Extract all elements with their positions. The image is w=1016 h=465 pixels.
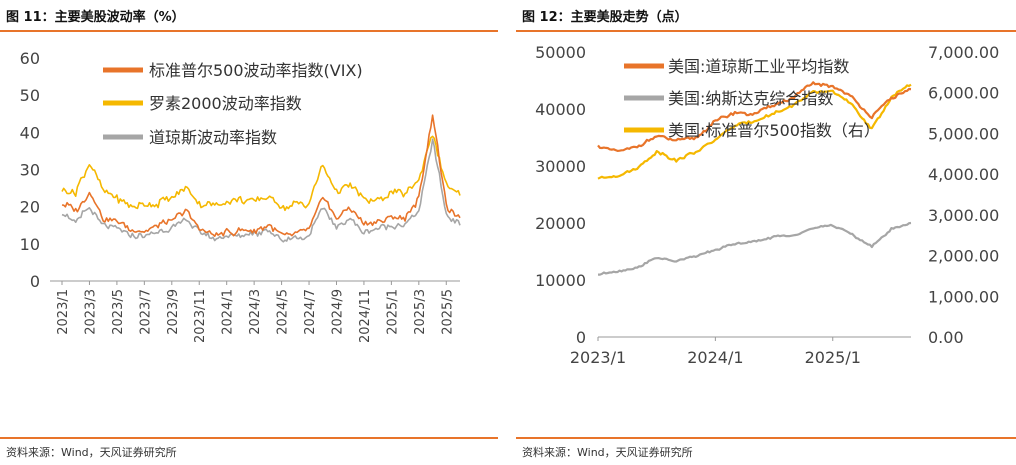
y-left-tick-label: 10000 [535, 271, 586, 290]
figure-12-title: 图 12：主要美股走势（点） [522, 10, 688, 25]
legend-label: 美国:道琼斯工业平均指数 [668, 57, 849, 76]
figure-12-bottom-rule [516, 437, 1016, 439]
y-left-tick-label: 50000 [535, 43, 586, 62]
y-right-tick-label: 0.00 [928, 328, 964, 347]
y-right-tick-label: 6,000.00 [928, 84, 999, 103]
legend-label: 罗素2000波动率指数 [149, 94, 302, 113]
y-tick-label: 60 [20, 49, 40, 68]
figure-11-panel: 图 11：主要美股波动率（%） 0 10 20 30 40 50 60 2023/1 2023/… [0, 0, 498, 465]
legend-label: 道琼斯波动率指数 [149, 128, 277, 147]
x-tick-label: 2023/7 [138, 289, 153, 335]
x-tick-label: 2024/1 [687, 348, 743, 367]
x-tick-label: 2024/9 [330, 289, 345, 335]
vol-line-series-2 [61, 138, 461, 243]
y-tick-label: 30 [20, 161, 40, 180]
x-tick-label: 2025/3 [413, 289, 428, 335]
x-tick-label: 2023/9 [166, 289, 181, 335]
x-tick-label: 2025/5 [440, 289, 455, 335]
volatility-chart: 0 10 20 30 40 50 60 2023/1 2023/3 2023/5 2023/7 202… [20, 49, 461, 343]
x-tick-label: 2024/1 [221, 289, 236, 335]
figure-12-top-rule [516, 30, 1016, 32]
y-tick-label: 0 [30, 272, 40, 291]
x-tick-label: 2023/3 [83, 289, 98, 335]
legend-label: 标准普尔500波动率指数(VIX) [149, 61, 363, 80]
y-tick-label: 40 [20, 123, 40, 142]
legend-label: 美国:纳斯达克综合指数 [668, 89, 833, 108]
legend-label: 美国:标准普尔500指数（右） [668, 121, 880, 140]
y-left-tick-label: 20000 [535, 214, 586, 233]
y-tick-label: 50 [20, 86, 40, 105]
y-right-tick-label: 5,000.00 [928, 124, 999, 143]
y-left-tick-label: 0 [576, 328, 586, 347]
index-line-series-0 [597, 81, 912, 152]
index-line-series-2 [597, 83, 912, 180]
y-right-tick-label: 4,000.00 [928, 165, 999, 184]
x-tick-label: 2024/11 [358, 289, 373, 343]
x-tick-label: 2023/11 [193, 289, 208, 343]
vol-line-series-1 [61, 135, 461, 212]
y-left-tick-label: 30000 [535, 157, 586, 176]
y-tick-label: 20 [20, 198, 40, 217]
x-tick-label: 2023/1 [570, 348, 626, 367]
index-line-series-1 [598, 221, 912, 276]
index-trend-chart: 0 10000 20000 30000 40000 50000 0.00 1,000.00 2,… [535, 43, 999, 367]
x-tick-label: 2023/1 [56, 289, 71, 335]
x-tick-label: 2025/1 [385, 289, 400, 335]
y-right-tick-label: 1,000.00 [928, 287, 999, 306]
x-tick-label: 2023/5 [111, 289, 126, 335]
x-tick-label: 2024/5 [276, 289, 291, 335]
figure-12-source: 资料来源：Wind，天风证券研究所 [522, 446, 693, 459]
y-right-tick-label: 7,000.00 [928, 43, 999, 62]
figure-11-source: 资料来源：Wind，天风证券研究所 [6, 446, 177, 459]
figure-11-top-rule [0, 30, 498, 32]
y-right-tick-label: 3,000.00 [928, 206, 999, 225]
vol-line-series-0 [61, 114, 461, 237]
y-right-tick-label: 2,000.00 [928, 247, 999, 266]
x-tick-label: 2024/7 [303, 289, 318, 335]
figure-11-bottom-rule [0, 437, 498, 439]
figure-12-panel: 图 12：主要美股走势（点） 0 10000 20000 30000 40000 5000… [516, 0, 1016, 465]
y-tick-label: 10 [20, 235, 40, 254]
x-tick-label: 2024/3 [248, 289, 263, 335]
x-tick-label: 2025/1 [805, 348, 861, 367]
y-left-tick-label: 40000 [535, 100, 586, 119]
figure-11-title: 图 11：主要美股波动率（%） [6, 10, 185, 25]
